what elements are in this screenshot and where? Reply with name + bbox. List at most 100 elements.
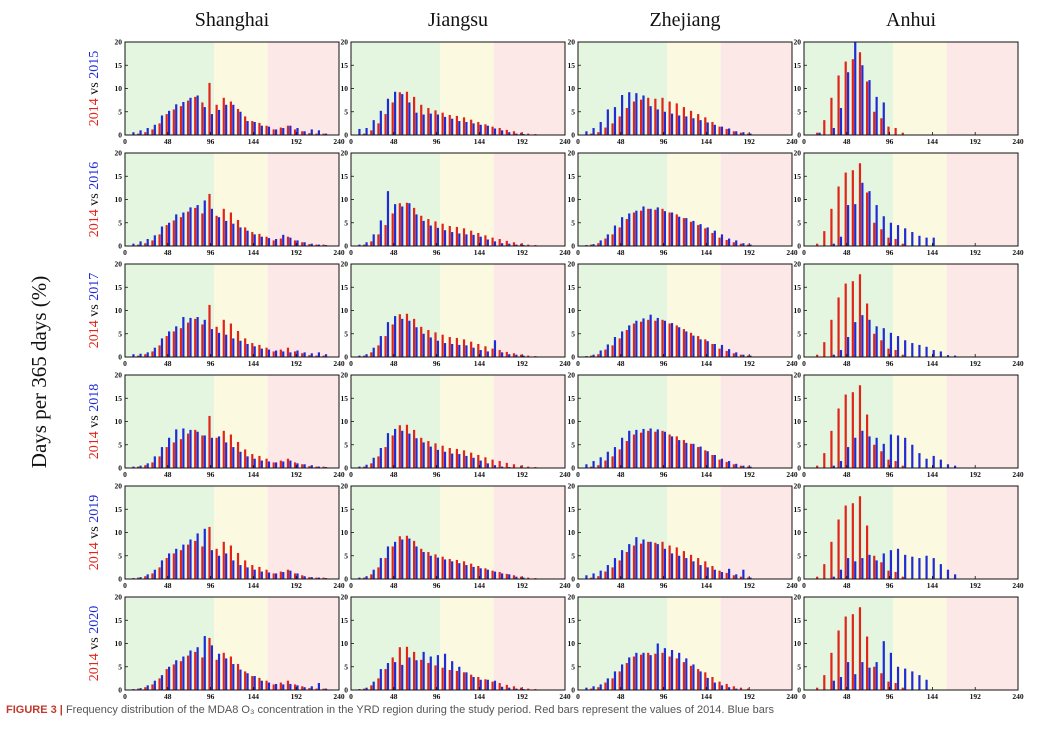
- bar-2014: [308, 466, 311, 468]
- bar-2014: [229, 656, 232, 690]
- bar-2014: [187, 544, 190, 579]
- bar-2014: [747, 466, 750, 468]
- bar-2014: [384, 336, 387, 357]
- x-tick-label: 0: [123, 692, 127, 700]
- bar-2014: [747, 688, 750, 690]
- bar-2014: [286, 569, 290, 579]
- zone-band-2: [720, 486, 792, 579]
- bar-2018: [896, 435, 900, 468]
- bar-2017: [515, 354, 518, 357]
- row-label-2018: 2014 vs 2018: [87, 384, 102, 459]
- bar-2014: [151, 240, 154, 246]
- bar-2014: [187, 211, 190, 246]
- bar-2014: [718, 570, 721, 579]
- bar-2014: [272, 462, 275, 468]
- bar-2014: [413, 318, 416, 357]
- y-tick-label: 20: [341, 149, 349, 158]
- bar-2014: [179, 106, 183, 135]
- bar-2015: [379, 110, 382, 135]
- bar-2014: [279, 460, 282, 468]
- bar-2015: [310, 129, 313, 135]
- y-tick-label: 0: [571, 353, 575, 362]
- bar-2017: [832, 354, 835, 357]
- bar-2020: [386, 663, 390, 690]
- y-tick-label: 10: [115, 195, 123, 204]
- bar-2015: [649, 106, 652, 135]
- bar-2016: [401, 206, 404, 246]
- bar-2017: [232, 338, 235, 357]
- bar-2014: [739, 243, 743, 246]
- x-tick-label: 144: [701, 137, 713, 146]
- bar-2014: [837, 630, 840, 690]
- bar-2018: [246, 456, 249, 468]
- y-tick-label: 15: [341, 61, 349, 70]
- y-tick-label: 10: [341, 195, 349, 204]
- y-tick-label: 5: [344, 329, 348, 338]
- bar-2018: [189, 429, 192, 468]
- bar-2014: [222, 652, 225, 690]
- bar-2014: [675, 103, 678, 135]
- bar-2015: [818, 132, 821, 135]
- bar-2014: [137, 133, 140, 135]
- bar-2017: [621, 331, 624, 357]
- bar-2014: [244, 671, 247, 690]
- bar-2020: [175, 660, 178, 690]
- bar-2014: [654, 98, 657, 135]
- bar-2020: [685, 658, 688, 690]
- bar-2019: [628, 544, 631, 579]
- bar-2014: [434, 554, 437, 579]
- x-tick-label: 48: [617, 470, 625, 479]
- bar-2014: [711, 676, 714, 690]
- bar-2014: [491, 570, 494, 579]
- bar-2014: [265, 347, 268, 357]
- y-tick-label: 0: [118, 353, 122, 362]
- bar-2018: [685, 442, 688, 468]
- bar-2014: [689, 665, 693, 690]
- panel-anhui-2019: 0 5 10 15 20 0 48 96 144 192 240: [794, 482, 1024, 591]
- bar-2014: [413, 207, 416, 246]
- bar-2017: [401, 318, 404, 357]
- bar-2019: [303, 576, 306, 579]
- bar-2014: [391, 657, 394, 690]
- bar-2017: [628, 325, 631, 357]
- bar-2015: [832, 128, 835, 135]
- bar-2014: [413, 540, 416, 579]
- bar-2016: [663, 211, 666, 246]
- x-tick-label: 144: [701, 581, 713, 590]
- bar-2014: [901, 354, 904, 357]
- bar-2015: [875, 96, 878, 135]
- bar-2014: [682, 329, 685, 357]
- bar-2014: [208, 82, 211, 135]
- bar-2014: [370, 241, 373, 246]
- bar-2019: [501, 573, 504, 579]
- bar-2014: [661, 97, 664, 135]
- bar-2014: [647, 208, 650, 246]
- x-tick-label: 48: [164, 137, 172, 146]
- bar-2014: [640, 543, 643, 579]
- bar-2020: [365, 687, 368, 690]
- bar-2020: [735, 688, 738, 690]
- bar-2014: [194, 540, 197, 579]
- y-tick-label: 20: [341, 593, 349, 602]
- bar-2020: [635, 652, 638, 690]
- bar-2019: [189, 539, 192, 579]
- bar-2014: [851, 503, 854, 579]
- bar-2014: [137, 466, 140, 468]
- bar-2014: [158, 234, 161, 246]
- x-tick-label: 0: [576, 692, 580, 700]
- bar-2014: [697, 558, 700, 579]
- y-tick-label: 20: [794, 149, 802, 158]
- bar-2015: [386, 98, 390, 135]
- bar-2018: [465, 455, 468, 468]
- bar-2018: [210, 437, 213, 468]
- x-tick-label: 240: [786, 581, 798, 590]
- bar-2014: [520, 132, 523, 135]
- zone-band-2: [946, 264, 1018, 357]
- bar-2014: [286, 458, 290, 468]
- y-tick-label: 5: [344, 440, 348, 449]
- bar-2017: [153, 347, 156, 357]
- bar-2014: [887, 348, 890, 357]
- panel-jiangsu-2018: 0 5 10 15 20 0 48 96 144 192 240: [341, 371, 571, 480]
- x-tick-label: 96: [886, 692, 894, 700]
